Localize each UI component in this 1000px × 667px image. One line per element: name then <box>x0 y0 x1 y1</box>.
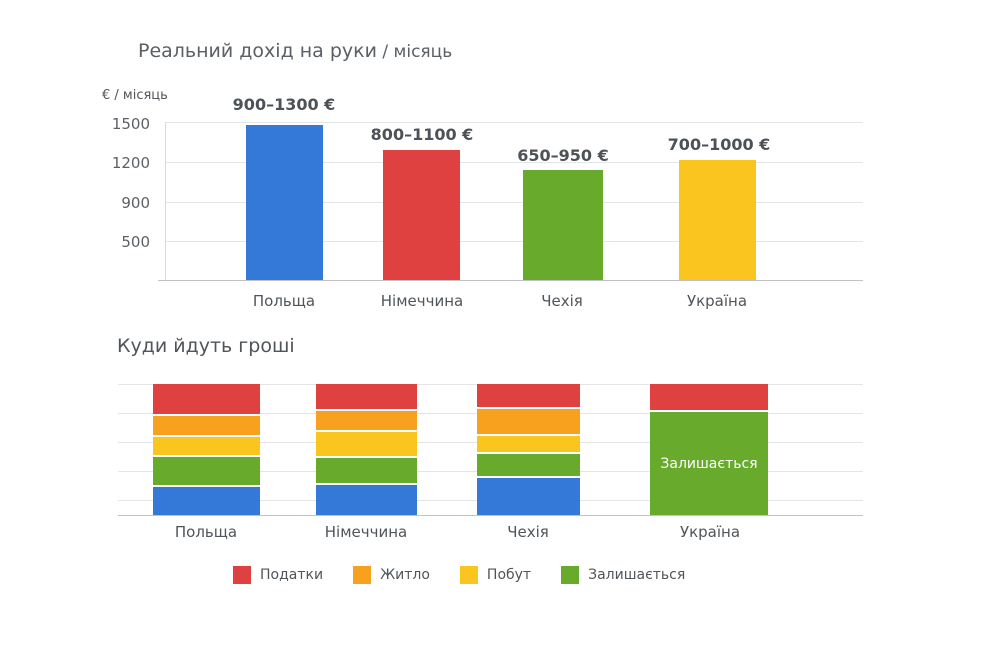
segment-remaining <box>316 456 417 483</box>
legend-label: Залишається <box>588 567 686 583</box>
chart-title-suffix: / місяць <box>376 42 453 62</box>
segment-label-remaining: Залишається <box>660 456 758 472</box>
segment-blue <box>153 485 260 515</box>
legend-item-living: Побут <box>459 566 532 584</box>
y-axis-line <box>165 122 166 280</box>
segment-taxes <box>650 384 768 410</box>
stacked-bar-germany <box>316 384 417 515</box>
bar-value-label-poland: 900–1300 € <box>232 95 336 114</box>
bar-ukraine <box>679 160 756 280</box>
y-tick-1500: 1500 <box>111 115 150 133</box>
segment-housing <box>316 409 417 430</box>
legend-swatch-orange <box>353 566 372 584</box>
x-label-poland: Польща <box>174 523 238 541</box>
bar-czechia <box>523 170 603 280</box>
x-label-germany: Німеччина <box>324 523 408 541</box>
segment-living <box>316 430 417 456</box>
gridline <box>165 202 863 203</box>
segment-living <box>153 435 260 455</box>
x-label-ukraine: Україна <box>686 292 748 310</box>
chart-legend: Податки Житло Побут Залишається <box>233 566 715 584</box>
chart-title-spending: Куди йдуть гроші <box>117 335 295 357</box>
x-label-czechia: Чехія <box>541 292 583 310</box>
y-tick-500: 500 <box>121 233 150 251</box>
x-label-germany: Німеччина <box>380 292 464 310</box>
x-label-ukraine: Україна <box>679 523 741 541</box>
segment-taxes <box>316 384 417 409</box>
segment-blue <box>316 483 417 515</box>
gridline <box>165 122 863 123</box>
segment-blue <box>477 476 580 515</box>
legend-item-remaining: Залишається <box>561 566 685 584</box>
stacked-bar-ukraine: Залишається <box>650 384 768 515</box>
legend-label: Податки <box>260 567 324 583</box>
y-tick-1200: 1200 <box>111 154 150 172</box>
segment-housing <box>477 407 580 434</box>
segment-housing <box>153 414 260 435</box>
stacked-bar-czechia <box>477 384 580 515</box>
bar-value-label-czechia: 650–950 € <box>517 146 609 165</box>
legend-item-taxes: Податки <box>233 566 323 584</box>
segment-remaining <box>477 452 580 476</box>
bar-germany <box>383 150 460 280</box>
bar-value-label-ukraine: 700–1000 € <box>667 135 771 154</box>
legend-label: Побут <box>486 567 532 583</box>
x-label-poland: Польща <box>252 292 316 310</box>
legend-swatch-green <box>561 566 580 584</box>
legend-swatch-red <box>233 566 251 584</box>
segment-taxes <box>477 384 580 407</box>
stacked-bar-poland <box>153 384 260 515</box>
bar-poland <box>246 125 323 280</box>
bar-value-label-germany: 800–1100 € <box>370 125 474 144</box>
segment-living <box>477 434 580 452</box>
legend-item-housing: Житло <box>353 566 430 584</box>
y-axis-unit-label: € / місяць <box>102 88 168 103</box>
segment-remaining: Залишається <box>650 410 768 515</box>
x-label-czechia: Чехія <box>507 523 549 541</box>
x-axis-baseline <box>118 515 863 516</box>
segment-remaining <box>153 455 260 485</box>
y-tick-900: 900 <box>121 194 150 212</box>
chart-title-main: Реальний дохід на руки <box>138 40 377 62</box>
gridline <box>165 162 863 163</box>
gridline <box>165 241 863 242</box>
legend-label: Житло <box>380 567 430 583</box>
legend-swatch-yellow <box>459 566 478 584</box>
x-axis-baseline <box>158 280 863 281</box>
chart-title-income: Реальний дохід на руки / місяць <box>138 40 452 62</box>
segment-taxes <box>153 384 260 414</box>
